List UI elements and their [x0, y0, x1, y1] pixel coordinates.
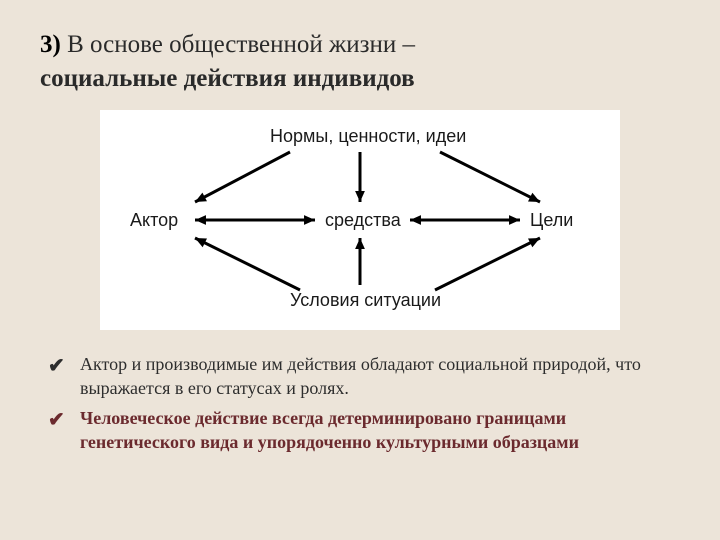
diagram-node-cond: Условия ситуации: [290, 290, 441, 311]
title-line1: В основе общественной жизни –: [67, 31, 415, 58]
diagram-node-goals: Цели: [530, 210, 573, 231]
title-line2: социальные действия индивидов: [40, 65, 415, 92]
slide: 3) В основе общественной жизни – социаль…: [0, 0, 720, 540]
slide-title: 3) В основе общественной жизни – социаль…: [40, 28, 680, 96]
diagram-node-actor: Актор: [130, 210, 178, 231]
action-diagram: Нормы, ценности, идеи Актор средства Цели Ус…: [100, 110, 620, 330]
diagram-node-means: средства: [325, 210, 401, 231]
bullet-item: ✔ Актор и производимые им действия облад…: [48, 352, 660, 401]
bullet-item: ✔ Человеческое действие всегда детермини…: [48, 406, 660, 455]
bullet-text: Актор и производимые им действия обладаю…: [80, 352, 660, 401]
checkmark-icon: ✔: [48, 353, 70, 380]
diagram-node-norms: Нормы, ценности, идеи: [270, 126, 466, 147]
checkmark-icon: ✔: [48, 407, 70, 434]
title-number: 3): [40, 31, 61, 58]
diagram-container: Нормы, ценности, идеи Актор средства Цели Ус…: [40, 110, 680, 330]
bullet-list: ✔ Актор и производимые им действия облад…: [40, 352, 680, 455]
bullet-text: Человеческое действие всегда детерминиро…: [80, 406, 660, 455]
